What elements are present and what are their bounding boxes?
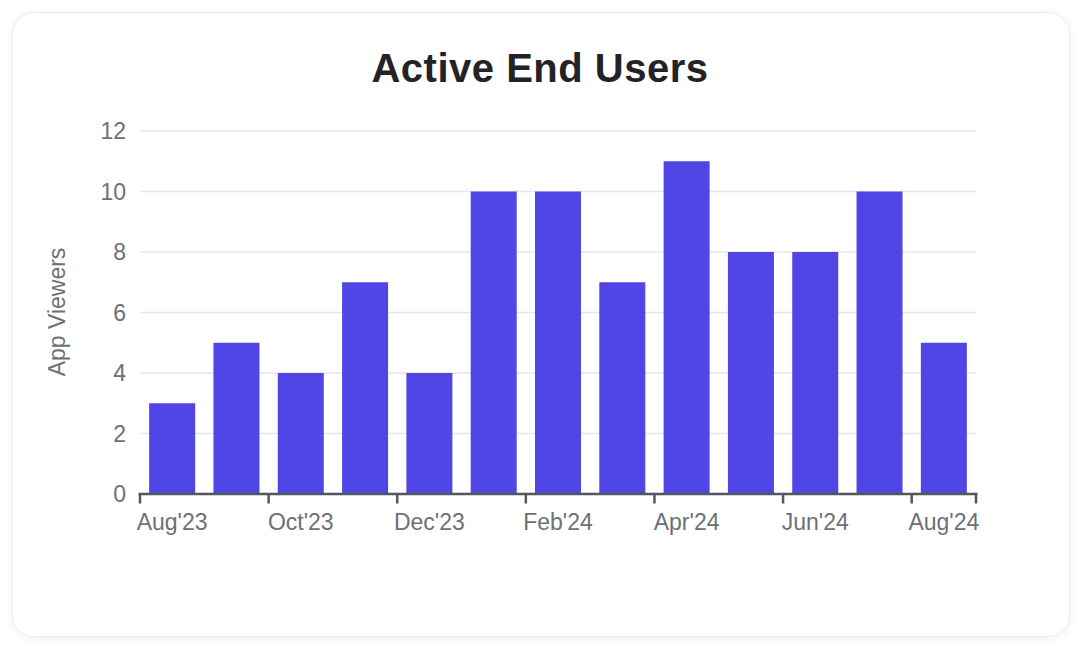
bar	[213, 343, 259, 494]
x-tick-label: Aug'23	[137, 509, 208, 535]
y-tick-label: 12	[100, 118, 126, 144]
x-tick-label: Feb'24	[523, 509, 593, 535]
y-tick-label: 0	[113, 481, 126, 507]
x-tick-label: Jun'24	[782, 509, 849, 535]
bar-chart-plot: 0 2 4 6 8 10 12 Aug'23 Oct'23 Dec'23 Feb'24 Apr'24 J…	[0, 0, 1088, 648]
bar	[857, 192, 903, 495]
x-tick-label: Oct'23	[268, 509, 334, 535]
bar	[278, 373, 324, 494]
bar	[664, 161, 710, 494]
bar	[406, 373, 452, 494]
y-tick-label: 2	[113, 421, 126, 447]
x-tick-label: Apr'24	[654, 509, 720, 535]
x-tick-label: Aug'24	[908, 509, 979, 535]
bar	[535, 192, 581, 495]
y-tick-label: 6	[113, 300, 126, 326]
y-tick-label: 8	[113, 239, 126, 265]
bar	[471, 192, 517, 495]
bar	[342, 282, 388, 494]
bar	[149, 403, 195, 494]
bar	[599, 282, 645, 494]
y-tick-label: 10	[100, 179, 126, 205]
bar	[921, 343, 967, 494]
page: Active End Users App Viewers 024681012Au…	[0, 0, 1088, 648]
bar	[728, 252, 774, 494]
x-tick-label: Dec'23	[394, 509, 465, 535]
y-tick-label: 4	[113, 360, 126, 386]
bar	[792, 252, 838, 494]
